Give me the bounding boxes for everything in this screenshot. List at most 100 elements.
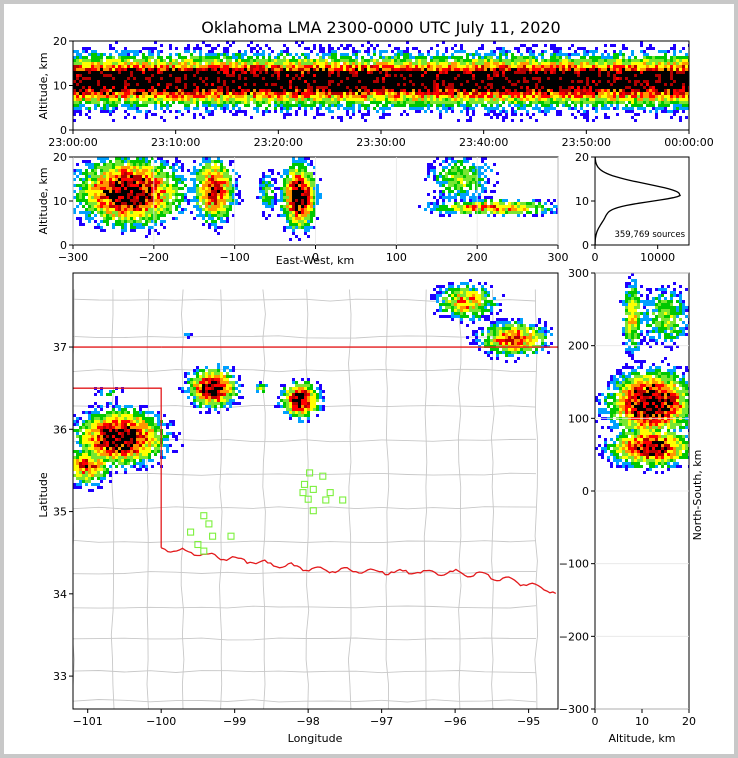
time-height-cell (253, 62, 256, 65)
time-height-cell (328, 110, 331, 113)
ew-height-cell (157, 178, 160, 181)
time-height-cell (340, 77, 343, 80)
time-height-cell (337, 104, 340, 107)
time-height-cell (553, 83, 556, 86)
ew-height-cell (199, 214, 202, 217)
time-height-cell (268, 110, 271, 113)
ew-height-cell (97, 181, 100, 184)
time-height-cell (151, 65, 154, 68)
time-height-cell (631, 89, 634, 92)
time-height-cell (490, 71, 493, 74)
ew-height-cell (136, 214, 139, 217)
time-height-cell (208, 56, 211, 59)
time-height-cell (346, 98, 349, 101)
time-height-cell (598, 59, 601, 62)
time-height-cell (544, 113, 547, 116)
time-height-cell (166, 86, 169, 89)
ew-height-cell (85, 211, 88, 214)
time-height-cell (298, 95, 301, 98)
time-height-cell (106, 101, 109, 104)
ew-height-cell (85, 187, 88, 190)
time-height-cell (262, 62, 265, 65)
time-height-cell (349, 95, 352, 98)
time-height-cell (634, 95, 637, 98)
time-height-cell (184, 68, 187, 71)
time-height-cell (637, 104, 640, 107)
time-height-cell (106, 89, 109, 92)
time-height-cell (319, 86, 322, 89)
time-height-cell (487, 59, 490, 62)
ew-height-cell (169, 202, 172, 205)
time-height-cell (412, 71, 415, 74)
time-height-cell (628, 107, 631, 110)
time-height-cell (652, 77, 655, 80)
time-height-cell (640, 71, 643, 74)
time-height-cell (154, 74, 157, 77)
time-height-cell (421, 53, 424, 56)
time-height-cell (610, 95, 613, 98)
time-height-cell (397, 80, 400, 83)
time-height-cell (127, 113, 130, 116)
time-height-cell (442, 80, 445, 83)
time-height-cell (364, 119, 367, 122)
ew-height-cell (118, 187, 121, 190)
time-height-cell (304, 74, 307, 77)
time-height-cell (583, 116, 586, 119)
time-height-cell (589, 98, 592, 101)
time-height-cell (178, 56, 181, 59)
time-height-cell (190, 65, 193, 68)
time-height-cell (115, 62, 118, 65)
time-height-cell (193, 77, 196, 80)
time-height-cell (676, 92, 679, 95)
time-height-cell (442, 95, 445, 98)
time-height-cell (508, 62, 511, 65)
time-height-cell (94, 56, 97, 59)
ew-height-cell (220, 181, 223, 184)
time-height-cell (223, 89, 226, 92)
time-height-cell (349, 68, 352, 71)
time-height-ylabel: Altitude, km (37, 52, 50, 119)
time-height-cell (109, 86, 112, 89)
ew-height-cell (220, 211, 223, 214)
time-height-cell (553, 95, 556, 98)
time-height-cell (568, 77, 571, 80)
time-height-cell (232, 80, 235, 83)
time-height-cell (259, 86, 262, 89)
time-height-cell (673, 74, 676, 77)
time-height-cell (625, 95, 628, 98)
time-height-cell (262, 71, 265, 74)
time-height-cell (511, 119, 514, 122)
time-height-cell (502, 101, 505, 104)
time-height-cell (88, 107, 91, 110)
time-height-cell (586, 98, 589, 101)
time-height-cell (466, 80, 469, 83)
ew-height-cell (181, 208, 184, 211)
time-height-cell (292, 56, 295, 59)
time-height-cell (109, 44, 112, 47)
time-height-cell (112, 101, 115, 104)
time-height-cell (601, 53, 604, 56)
time-height-cell (553, 89, 556, 92)
time-height-cell (448, 101, 451, 104)
time-height-cell (208, 89, 211, 92)
time-height-cell (595, 92, 598, 95)
time-height-cell (277, 95, 280, 98)
time-height-cell (538, 53, 541, 56)
time-height-cell (82, 59, 85, 62)
time-height-cell (343, 68, 346, 71)
time-height-cell (664, 71, 667, 74)
ew-height-cell (118, 208, 121, 211)
time-height-cell (358, 98, 361, 101)
ew-height-cell (169, 175, 172, 178)
time-height-cell (334, 68, 337, 71)
time-height-cell (73, 101, 76, 104)
time-height-cell (622, 92, 625, 95)
ew-height-cell (193, 205, 196, 208)
ew-height-cell (124, 190, 127, 193)
time-height-cell (556, 98, 559, 101)
time-height-cell (103, 89, 106, 92)
time-height-cell (535, 92, 538, 95)
time-height-cell (172, 71, 175, 74)
time-height-cell (580, 80, 583, 83)
time-height-cell (604, 116, 607, 119)
